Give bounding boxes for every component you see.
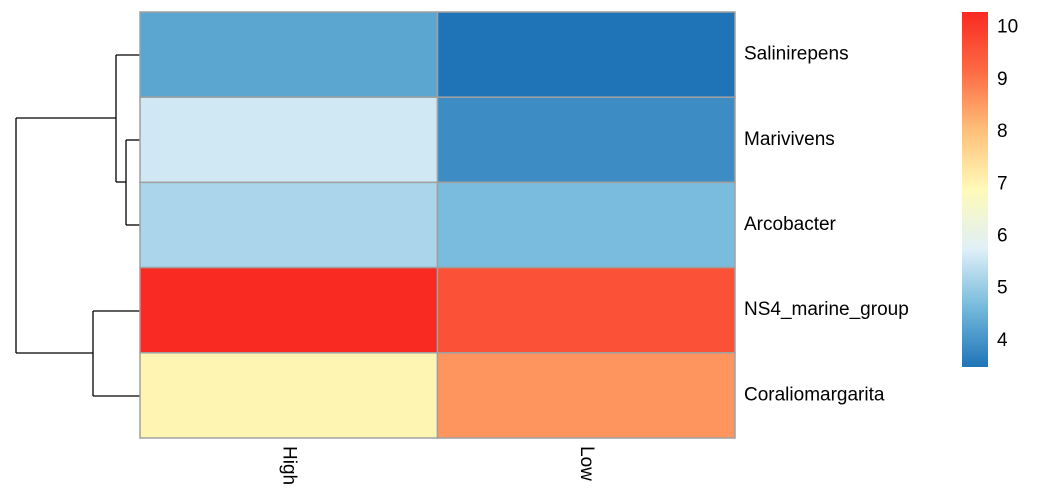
- color-bar: [962, 12, 988, 367]
- heatmap-cell: [436, 96, 736, 184]
- heatmap-cell: [139, 266, 439, 354]
- row-label: Coraliomargarita: [744, 384, 885, 405]
- heatmap-cell: [139, 181, 439, 269]
- color-bar-tick-label: 6: [997, 226, 1008, 247]
- color-bar-tick-label: 5: [997, 278, 1008, 299]
- row-label: NS4_marine_group: [744, 299, 909, 320]
- heatmap-cell: [436, 352, 736, 439]
- row-dendrogram: [15, 54, 140, 397]
- color-bar-tick-label: 4: [997, 330, 1008, 351]
- row-label: Marivivens: [744, 129, 835, 150]
- color-bar-tick-label: 10: [997, 17, 1018, 38]
- heatmap-cell: [436, 181, 736, 269]
- heatmap-cell: [436, 11, 736, 98]
- column-label: High: [279, 446, 300, 485]
- heatmap-cell: [139, 11, 439, 98]
- column-label: Low: [576, 446, 597, 481]
- color-bar-tick-label: 9: [997, 69, 1008, 90]
- color-bar-tick-label: 8: [997, 121, 1008, 142]
- color-bar-tick-label: 7: [997, 173, 1008, 194]
- heatmap-cell: [139, 96, 439, 184]
- heatmap-cell: [436, 266, 736, 354]
- heatmap-cell: [139, 352, 439, 439]
- row-label: Salinirepens: [744, 44, 849, 65]
- row-label: Arcobacter: [744, 214, 837, 235]
